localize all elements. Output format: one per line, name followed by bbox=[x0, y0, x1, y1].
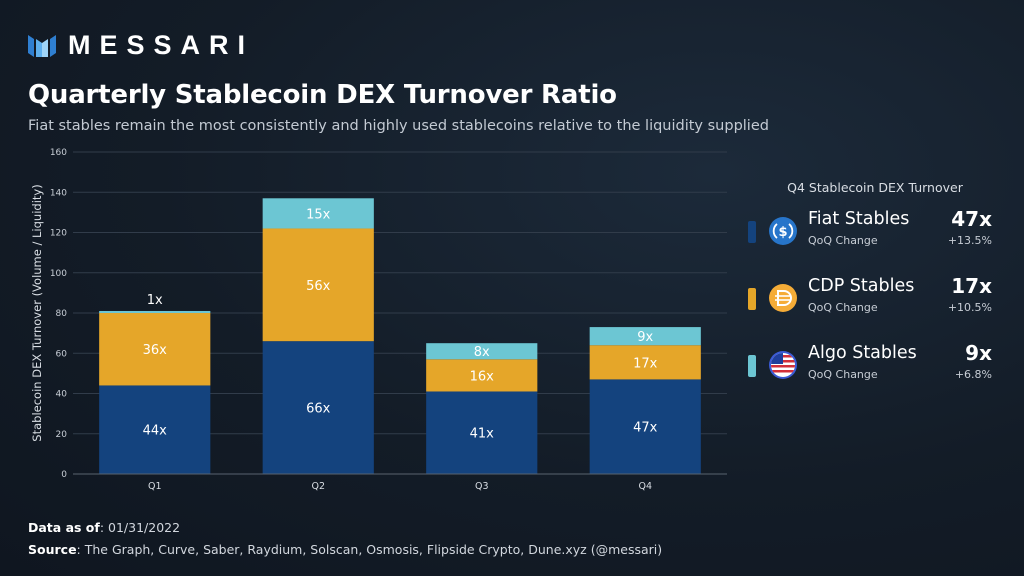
legend-item-fiat: $ Fiat Stables QoQ Change 47x +13.5% bbox=[740, 207, 1000, 274]
x-tick-label: Q1 bbox=[148, 481, 162, 492]
x-tick-label: Q4 bbox=[638, 481, 652, 492]
messari-logo-icon bbox=[28, 35, 56, 57]
data-label: 47x bbox=[633, 421, 658, 436]
svg-text:$: $ bbox=[778, 225, 787, 240]
legend-sub: QoQ Change bbox=[808, 234, 878, 247]
bar-segment bbox=[99, 385, 211, 474]
legend-item-algo: Algo Stables QoQ Change 9x +6.8% bbox=[740, 341, 1000, 408]
brand: MESSARI bbox=[28, 30, 254, 60]
y-tick-label: 20 bbox=[56, 430, 68, 440]
brand-name: MESSARI bbox=[68, 30, 255, 60]
dai-coin-icon bbox=[769, 284, 797, 312]
x-tick-label: Q3 bbox=[475, 481, 489, 492]
legend-item-cdp: CDP Stables QoQ Change 17x +10.5% bbox=[740, 274, 1000, 341]
bar-segment bbox=[426, 343, 538, 360]
data-label: 41x bbox=[470, 427, 495, 442]
data-label: 8x bbox=[474, 345, 490, 360]
bar-segment bbox=[262, 341, 374, 474]
footer-date-value: : 01/31/2022 bbox=[99, 520, 181, 535]
footer-date: Data as of: 01/31/2022 bbox=[28, 520, 180, 535]
legend-value: 47x bbox=[951, 207, 992, 231]
legend-panel: Q4 Stablecoin DEX Turnover $ Fiat Stable… bbox=[740, 180, 1000, 408]
y-tick-label: 80 bbox=[56, 309, 68, 319]
ust-coin-icon bbox=[769, 351, 797, 379]
footer-source-value: : The Graph, Curve, Saber, Raydium, Sols… bbox=[76, 542, 663, 557]
legend-change: +6.8% bbox=[954, 368, 992, 381]
data-label: 9x bbox=[637, 330, 653, 345]
legend-change: +10.5% bbox=[947, 301, 992, 314]
bar-segment bbox=[589, 379, 701, 474]
chart-subtitle: Fiat stables remain the most consistentl… bbox=[28, 118, 769, 134]
data-label: 1x bbox=[147, 293, 163, 308]
legend-value: 17x bbox=[951, 274, 992, 298]
chart-title: Quarterly Stablecoin DEX Turnover Ratio bbox=[28, 80, 617, 110]
y-tick-label: 0 bbox=[61, 470, 67, 480]
legend-change: +13.5% bbox=[947, 234, 992, 247]
data-label: 17x bbox=[633, 356, 658, 371]
legend-swatch bbox=[748, 221, 756, 243]
data-label: 56x bbox=[306, 279, 331, 294]
bar-segment bbox=[99, 310, 211, 313]
legend-sub: QoQ Change bbox=[808, 368, 878, 381]
bar-segment bbox=[262, 228, 374, 342]
data-label: 44x bbox=[143, 424, 168, 439]
legend-swatch bbox=[748, 355, 756, 377]
bar-segment bbox=[589, 327, 701, 346]
data-label: 15x bbox=[306, 207, 331, 222]
y-tick-label: 160 bbox=[50, 148, 67, 158]
bar-segment bbox=[589, 345, 701, 380]
y-tick-label: 120 bbox=[50, 229, 67, 239]
y-tick-label: 100 bbox=[50, 269, 67, 279]
y-tick-label: 60 bbox=[56, 349, 68, 359]
data-label: 36x bbox=[143, 343, 168, 358]
footer-date-label: Data as of bbox=[28, 520, 100, 535]
data-label: 66x bbox=[306, 402, 331, 417]
footer-source-label: Source bbox=[28, 542, 77, 557]
legend-swatch bbox=[748, 288, 756, 310]
legend-name: CDP Stables bbox=[808, 276, 915, 296]
bar-segment bbox=[426, 359, 538, 392]
bar-segment bbox=[426, 391, 538, 474]
y-axis-label: Stablecoin DEX Turnover (Volume / Liquid… bbox=[30, 184, 44, 441]
footer-source: Source: The Graph, Curve, Saber, Raydium… bbox=[28, 542, 662, 557]
legend-title: Q4 Stablecoin DEX Turnover bbox=[787, 180, 963, 195]
x-tick-label: Q2 bbox=[311, 481, 325, 492]
legend-sub: QoQ Change bbox=[808, 301, 878, 314]
usdc-coin-icon: $ bbox=[769, 217, 797, 245]
legend-name: Algo Stables bbox=[808, 343, 917, 363]
legend-value: 9x bbox=[965, 341, 992, 365]
bar-segment bbox=[262, 198, 374, 229]
bar-segment bbox=[99, 313, 211, 386]
y-tick-label: 140 bbox=[50, 188, 67, 198]
y-tick-label: 40 bbox=[56, 390, 68, 400]
data-label: 16x bbox=[470, 369, 495, 384]
legend-name: Fiat Stables bbox=[808, 209, 910, 229]
